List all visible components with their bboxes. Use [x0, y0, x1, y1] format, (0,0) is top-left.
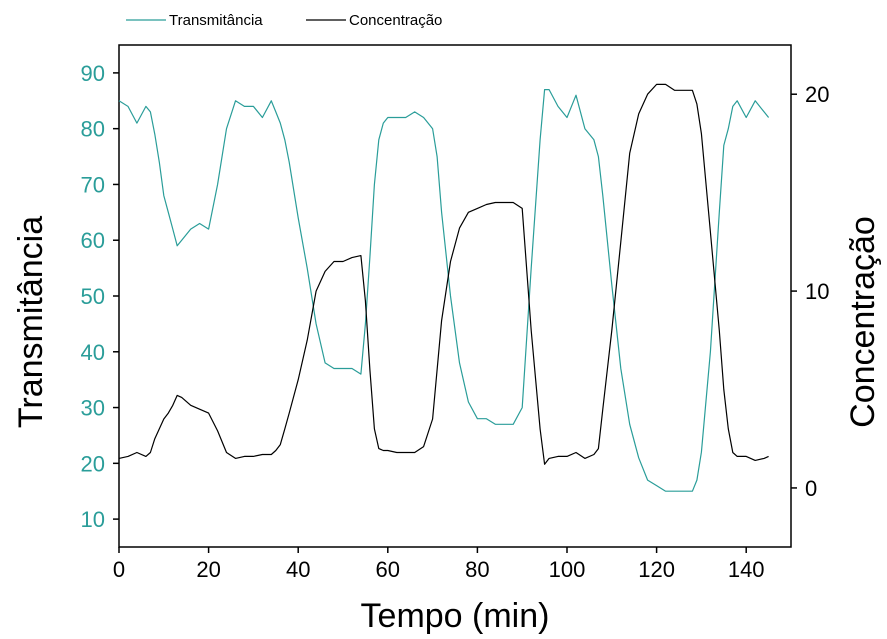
- x-axis: 0 20 40 60 80 100 120 140: [113, 547, 765, 582]
- x-axis-title: Tempo (min): [361, 597, 550, 635]
- series-layer: [118, 83, 770, 492]
- x-tick-label-120: 120: [638, 557, 675, 582]
- x-tick-label-140: 140: [728, 557, 765, 582]
- plot-frame: [118, 44, 792, 548]
- x-tick-label-60: 60: [376, 557, 400, 582]
- series-line-transmitancia: [118, 89, 770, 492]
- x-tick-label-80: 80: [465, 557, 489, 582]
- y-left-tick-label-50: 50: [81, 284, 105, 309]
- y-right-tick-label-10: 10: [805, 279, 829, 304]
- x-tick-label-0: 0: [113, 557, 125, 582]
- legend: Transmitância Concentração: [126, 12, 442, 29]
- y-axis-left: 10 20 30 40 50 60 70 80 90: [81, 61, 119, 532]
- y-axis-right-title: Concentração: [844, 216, 882, 428]
- series-line-concentracao: [118, 83, 769, 465]
- y-right-tick-label-0: 0: [805, 476, 817, 501]
- y-left-tick-label-30: 30: [81, 396, 105, 421]
- y-axis-right: 0 10 20: [791, 82, 829, 501]
- y-left-tick-label-60: 60: [81, 228, 105, 253]
- y-right-tick-label-20: 20: [805, 82, 829, 107]
- legend-label-transmitancia: Transmitância: [169, 12, 263, 29]
- x-tick-label-20: 20: [196, 557, 220, 582]
- y-left-tick-label-20: 20: [81, 451, 105, 476]
- y-left-tick-label-80: 80: [81, 117, 105, 142]
- x-tick-label-100: 100: [549, 557, 586, 582]
- y-left-tick-label-40: 40: [81, 340, 105, 365]
- y-left-tick-label-90: 90: [81, 61, 105, 86]
- legend-label-concentracao: Concentração: [349, 12, 442, 29]
- y-axis-left-title: Transmitância: [12, 216, 50, 428]
- y-left-tick-label-10: 10: [81, 507, 105, 532]
- x-tick-label-40: 40: [286, 557, 310, 582]
- y-left-tick-label-70: 70: [81, 172, 105, 197]
